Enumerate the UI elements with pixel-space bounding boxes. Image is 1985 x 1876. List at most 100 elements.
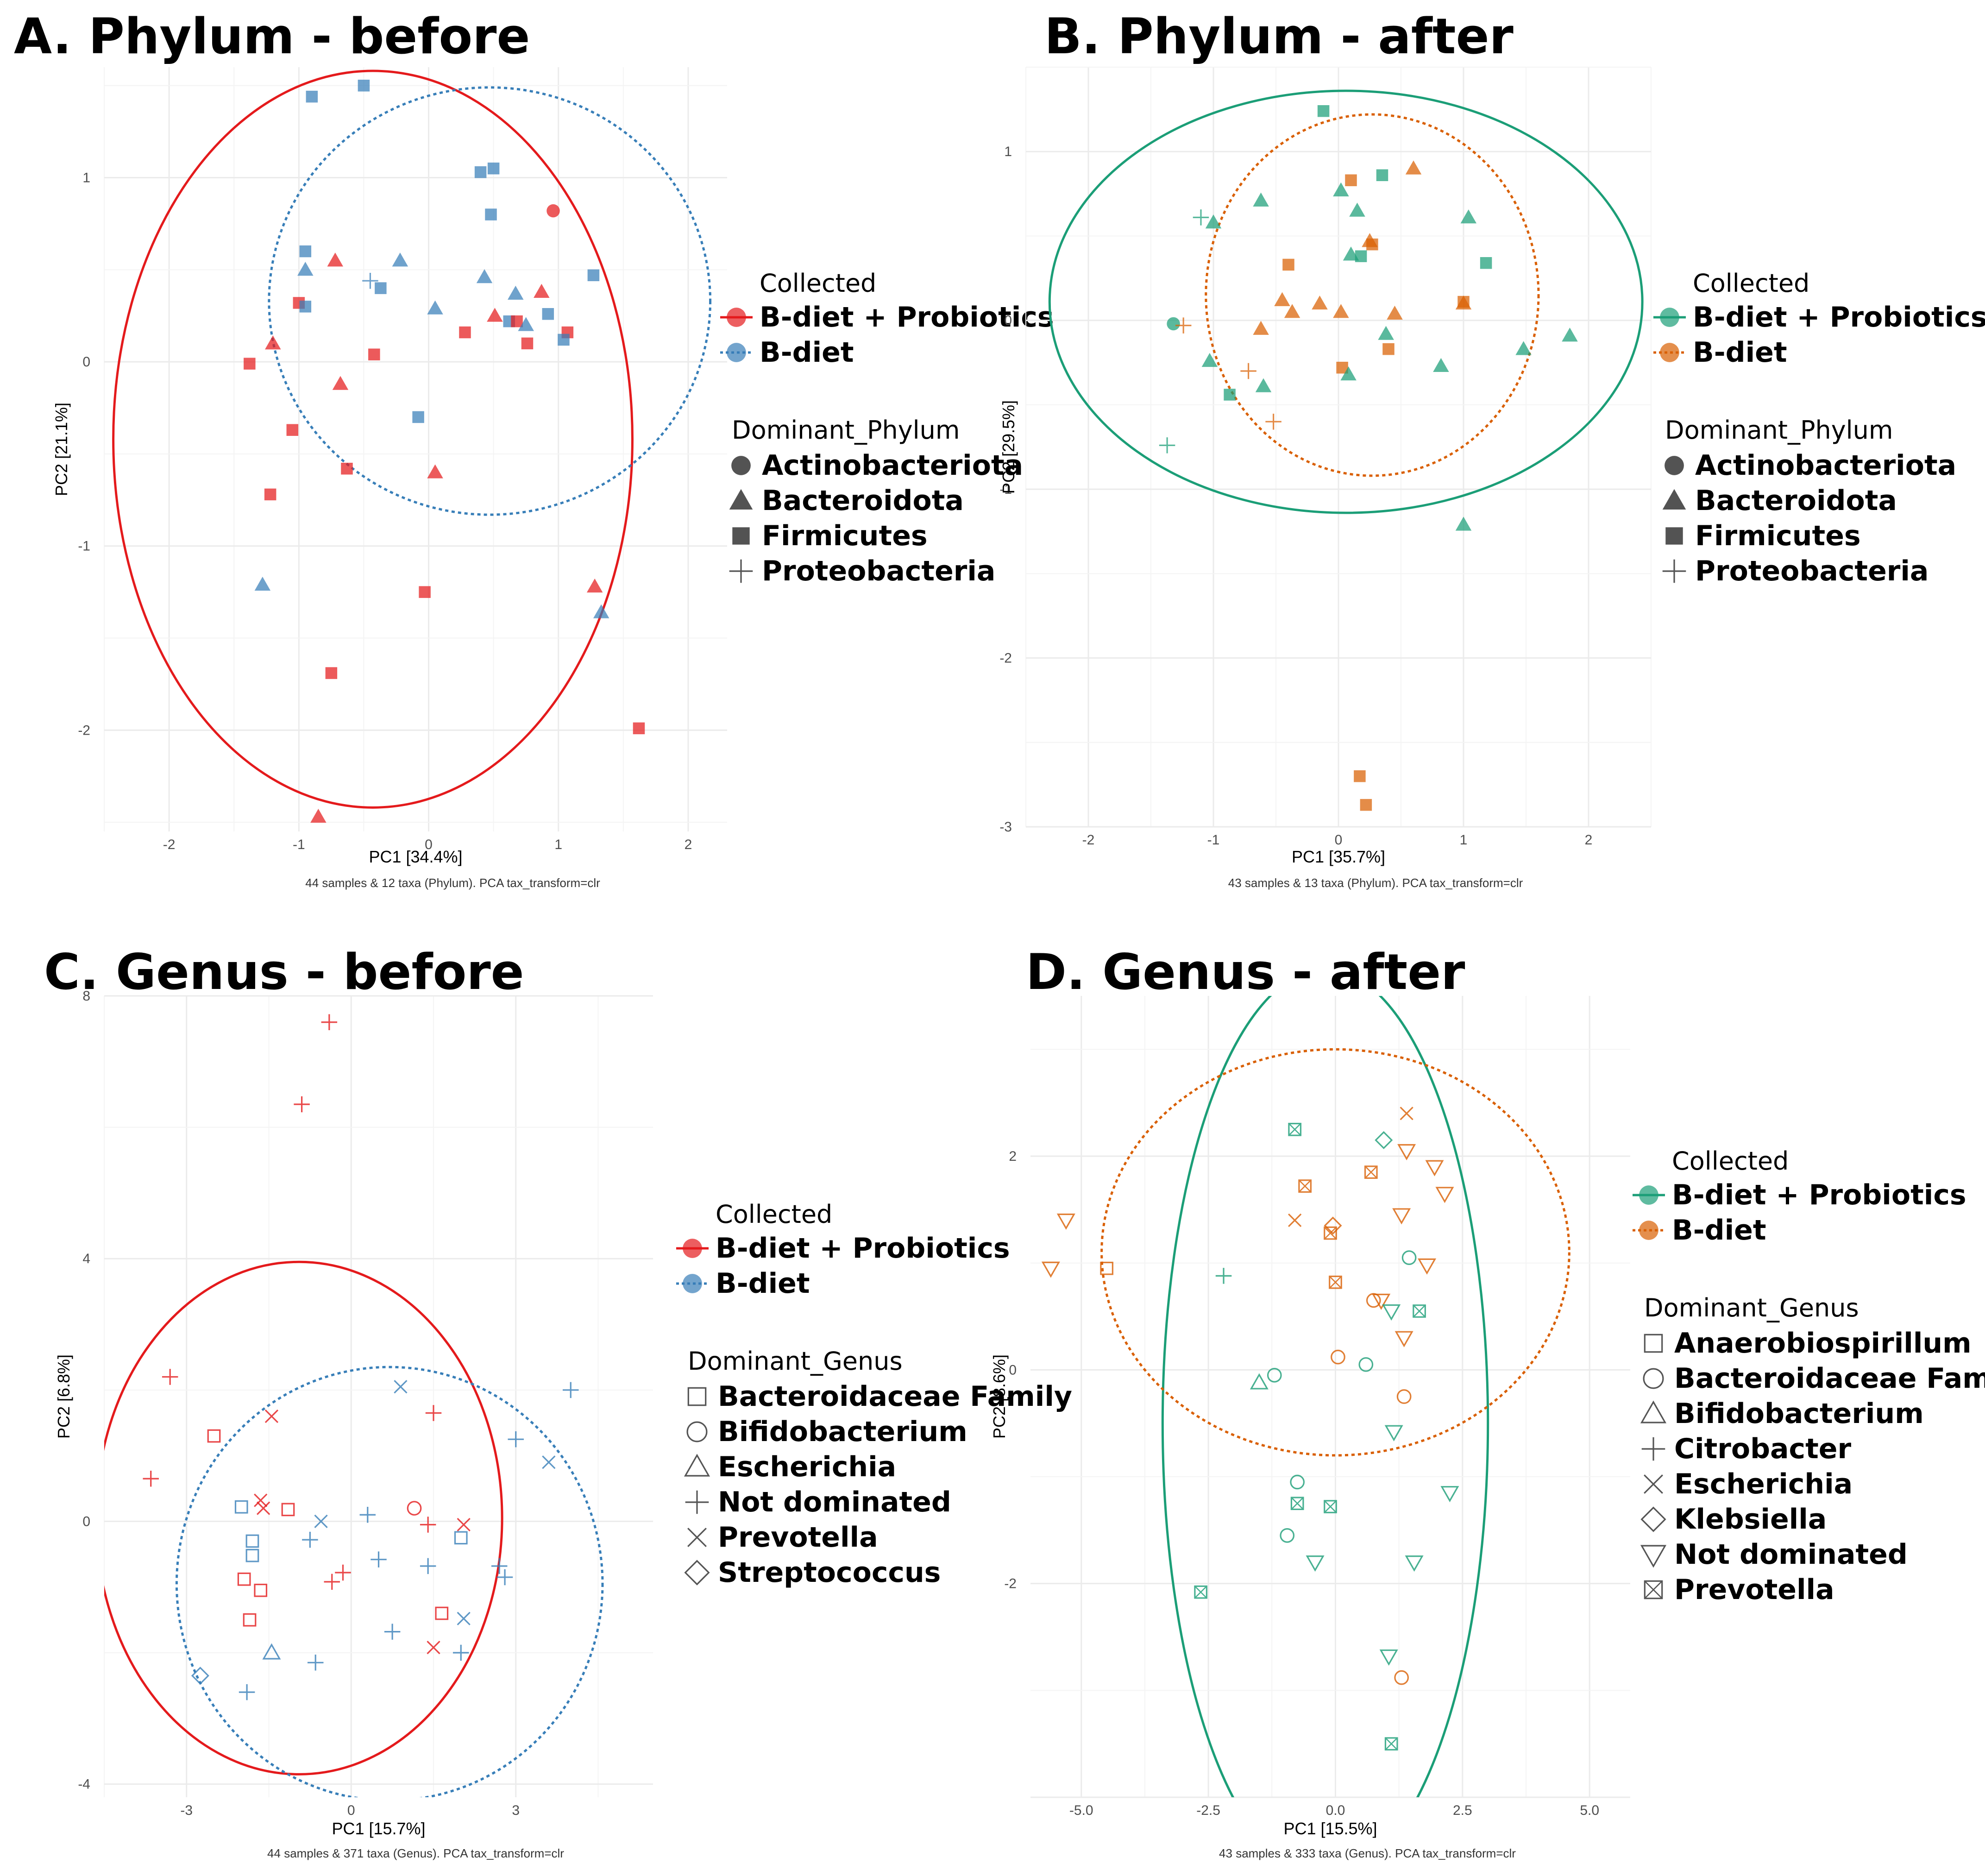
y-tick-label: -2 — [999, 651, 1012, 666]
legend-shape-item: Bacteroidaceae Family — [1643, 1362, 1985, 1395]
data-point — [254, 1583, 268, 1597]
x-tick-label: 0 — [347, 1803, 355, 1818]
data-point-shape — [245, 1549, 259, 1562]
data-point — [368, 348, 380, 360]
data-point — [1306, 1555, 1325, 1572]
data-point — [534, 283, 550, 298]
legend-key — [727, 308, 746, 327]
data-point-shape — [1562, 327, 1578, 342]
data-point — [335, 1564, 351, 1581]
data-point — [407, 1501, 422, 1516]
legend-shape-label: Bacteroidota — [1695, 485, 1897, 517]
data-point — [299, 245, 312, 258]
data-point-shape — [297, 262, 314, 276]
data-point — [508, 285, 524, 300]
data-point-shape — [633, 722, 645, 735]
data-point — [593, 604, 609, 618]
legend-item-bdiet: B-diet — [1653, 336, 1787, 369]
data-point-shape — [1324, 1216, 1342, 1235]
x-axis-label: PC1 [34.4%] — [369, 847, 462, 866]
data-point-shape — [237, 1572, 251, 1586]
data-point-shape — [306, 90, 318, 103]
data-point-shape — [1418, 1258, 1437, 1275]
data-point — [496, 1569, 513, 1586]
legend-shape-label: Firmicutes — [1695, 520, 1861, 552]
legend-shape-title: Dominant_Phylum — [1665, 415, 1893, 445]
legend-shape-item: Not dominated — [1640, 1538, 1908, 1571]
data-point-shape — [358, 80, 370, 92]
data-point-shape — [1329, 1275, 1342, 1289]
data-point — [254, 1493, 268, 1507]
y-tick-label: 2 — [1009, 1149, 1017, 1164]
legend-key — [1660, 343, 1679, 362]
data-point-shape — [558, 334, 570, 346]
data-point-shape — [1395, 1331, 1413, 1347]
legend-shape-label: Citrobacter — [1674, 1433, 1851, 1465]
legend-shape-key-shape — [686, 1421, 708, 1442]
data-point-shape — [407, 1501, 422, 1516]
data-point — [1384, 1425, 1403, 1442]
data-point-shape — [234, 1500, 248, 1514]
confidence-ellipse-probiotics — [1048, 89, 1644, 514]
data-point — [491, 1558, 508, 1574]
data-point — [1250, 1373, 1269, 1390]
data-point — [234, 1500, 248, 1514]
data-point-shape — [1400, 1107, 1413, 1121]
legend-shape-item: Proteobacteria — [729, 555, 995, 587]
data-point — [324, 1574, 340, 1590]
data-point-shape — [487, 308, 503, 322]
legend-shape-key-shape — [1662, 489, 1686, 510]
data-point — [587, 269, 600, 282]
data-point — [1282, 258, 1294, 271]
legend-shape-key-shape — [687, 1387, 707, 1406]
legend-shape-label: Escherichia — [718, 1451, 896, 1483]
plot-caption: 44 samples & 12 taxa (Phylum). PCA tax_t… — [305, 876, 600, 890]
x-tick-label: 0.0 — [1326, 1803, 1345, 1818]
data-point-shape — [1331, 1349, 1345, 1365]
data-point — [245, 1549, 259, 1562]
legend-shape-key — [684, 1560, 710, 1586]
legend-shape-key — [729, 489, 753, 510]
data-point-cross — [1288, 1123, 1301, 1136]
data-point-shape — [243, 1613, 257, 1627]
confidence-ellipse-probiotics — [112, 69, 634, 809]
y-tick-label: 0 — [1009, 1362, 1017, 1378]
data-point — [239, 1684, 255, 1700]
data-point — [1193, 209, 1209, 226]
data-point — [1378, 326, 1394, 340]
y-axis-label: PC2 [6.8%] — [54, 1354, 73, 1439]
legend-label: B-diet + Probiotics — [1693, 301, 1985, 334]
data-point — [1284, 304, 1300, 318]
legend-color-title: Collected — [1693, 269, 1809, 298]
legend-item-bdiet: B-diet — [676, 1267, 810, 1300]
data-point-shape — [1382, 1304, 1401, 1321]
data-point — [521, 337, 534, 350]
data-point — [1433, 358, 1449, 372]
data-point-shape — [1378, 326, 1394, 340]
legend-key-shape — [727, 308, 746, 327]
data-point — [1333, 182, 1349, 196]
data-point-shape — [162, 1369, 178, 1385]
data-point-shape — [1250, 1373, 1269, 1390]
data-point — [1253, 321, 1269, 335]
data-point-cross — [1298, 1179, 1312, 1193]
legend-shape-key-cross — [1644, 1580, 1663, 1599]
data-point-shape — [496, 1569, 513, 1586]
data-point-shape — [419, 586, 431, 598]
x-tick-label: -2 — [1082, 832, 1095, 848]
x-tick-label: 3 — [512, 1803, 520, 1818]
legend-shape-key-shape — [1662, 559, 1686, 583]
y-tick-label: 0 — [1004, 313, 1012, 328]
legend-label: B-diet — [1693, 336, 1787, 369]
legend-shape-item: Prevotella — [687, 1521, 878, 1554]
data-point-cross — [1385, 1738, 1398, 1750]
data-point — [314, 1514, 328, 1529]
data-point-shape — [459, 326, 471, 339]
data-point — [1384, 1737, 1398, 1751]
legend-item-probiotics: B-diet + Probiotics — [720, 301, 1054, 334]
legend-shape-key-shape — [685, 1490, 709, 1514]
data-point — [453, 1644, 469, 1661]
data-point-shape — [1201, 353, 1218, 367]
data-point — [264, 1409, 279, 1423]
data-point-shape — [1372, 1293, 1391, 1310]
